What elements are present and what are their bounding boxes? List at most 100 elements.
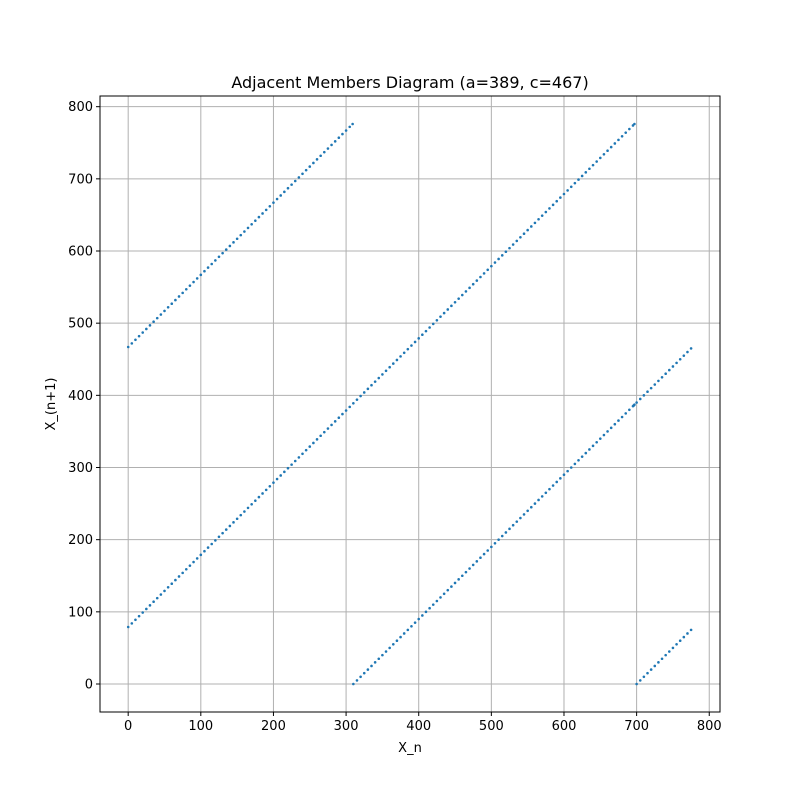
- data-point: [475, 560, 479, 563]
- data-point: [221, 531, 224, 535]
- data-point: [163, 589, 166, 593]
- data-point: [529, 505, 533, 509]
- data-point: [577, 178, 580, 181]
- data-point: [333, 420, 337, 423]
- data-point: [224, 528, 228, 531]
- data-point: [373, 661, 377, 664]
- data-point: [519, 516, 522, 520]
- data-point: [642, 675, 646, 679]
- data-point: [243, 230, 246, 233]
- data-point: [232, 241, 235, 244]
- x-axis-label: X_n: [398, 741, 422, 756]
- data-point: [646, 390, 649, 394]
- data-point: [177, 295, 181, 298]
- data-point: [464, 290, 468, 293]
- data-point: [141, 611, 145, 614]
- data-point: [464, 570, 468, 574]
- data-point: [497, 538, 500, 541]
- data-point: [504, 250, 508, 254]
- data-point: [159, 593, 163, 596]
- data-point: [203, 549, 206, 553]
- data-point: [253, 219, 257, 223]
- data-point: [243, 510, 246, 513]
- data-point: [453, 581, 457, 585]
- data-point: [341, 132, 344, 136]
- data-point: [490, 264, 493, 268]
- data-point: [163, 309, 166, 313]
- data-point: [308, 165, 312, 168]
- chart-title: Adjacent Members Diagram (a=389, c=467): [231, 73, 588, 92]
- data-point: [613, 422, 617, 426]
- data-point: [442, 311, 446, 315]
- data-point: [428, 606, 431, 610]
- data-point: [272, 201, 275, 204]
- data-point: [355, 679, 359, 682]
- data-point: [577, 458, 580, 462]
- data-point: [569, 185, 573, 189]
- data-point: [649, 386, 653, 390]
- data-point: [257, 215, 261, 219]
- data-point: [598, 437, 602, 440]
- data-point: [526, 228, 529, 232]
- data-point: [457, 297, 460, 300]
- data-point: [155, 316, 159, 320]
- data-point: [359, 394, 362, 398]
- x-axis-ticks: 0 100 200 300 400 500 600 700 800: [124, 712, 722, 734]
- x-tick-label: 600: [552, 719, 577, 734]
- data-point: [184, 567, 188, 571]
- data-point: [315, 158, 319, 161]
- y-axis-ticks: 0 100 200 300 400 500 600 700 800: [68, 100, 100, 693]
- data-point: [235, 237, 239, 241]
- data-point: [413, 340, 417, 344]
- data-point: [192, 560, 195, 564]
- data-point: [159, 313, 163, 316]
- data-point: [384, 369, 388, 373]
- data-point: [177, 575, 181, 578]
- y-tick-label: 700: [68, 172, 93, 187]
- data-point: [620, 415, 624, 419]
- data-point: [228, 244, 232, 248]
- data-point: [312, 441, 315, 445]
- data-point: [355, 398, 359, 401]
- data-point: [562, 473, 566, 477]
- data-point: [638, 397, 642, 401]
- data-point: [326, 147, 330, 150]
- data-point: [290, 183, 293, 186]
- y-axis-label: X_(n+1): [44, 378, 59, 431]
- data-point: [446, 308, 450, 311]
- data-point: [635, 401, 638, 404]
- data-point: [544, 491, 548, 495]
- data-point: [435, 318, 439, 322]
- data-point: [664, 372, 667, 375]
- data-point: [279, 474, 283, 477]
- data-point: [450, 304, 453, 308]
- data-point: [689, 347, 693, 350]
- data-point: [235, 517, 239, 521]
- data-point: [199, 553, 203, 557]
- data-point: [519, 235, 522, 239]
- data-point: [283, 470, 286, 474]
- data-point: [148, 604, 152, 607]
- data-point: [184, 287, 188, 291]
- data-point: [522, 232, 526, 235]
- data-point: [606, 430, 609, 433]
- data-point: [584, 171, 588, 174]
- data-point: [395, 358, 399, 362]
- data-point: [551, 484, 555, 487]
- data-point: [137, 334, 141, 338]
- data-point: [428, 326, 431, 329]
- data-point: [166, 585, 170, 589]
- data-point: [293, 179, 297, 183]
- data-point: [362, 671, 366, 675]
- data-point: [344, 129, 348, 132]
- data-point: [453, 300, 457, 304]
- data-point: [559, 196, 562, 199]
- data-point: [682, 354, 686, 357]
- data-point: [141, 331, 145, 334]
- data-point: [511, 523, 515, 527]
- data-point: [341, 412, 344, 416]
- data-point: [399, 635, 402, 639]
- data-point: [152, 320, 155, 324]
